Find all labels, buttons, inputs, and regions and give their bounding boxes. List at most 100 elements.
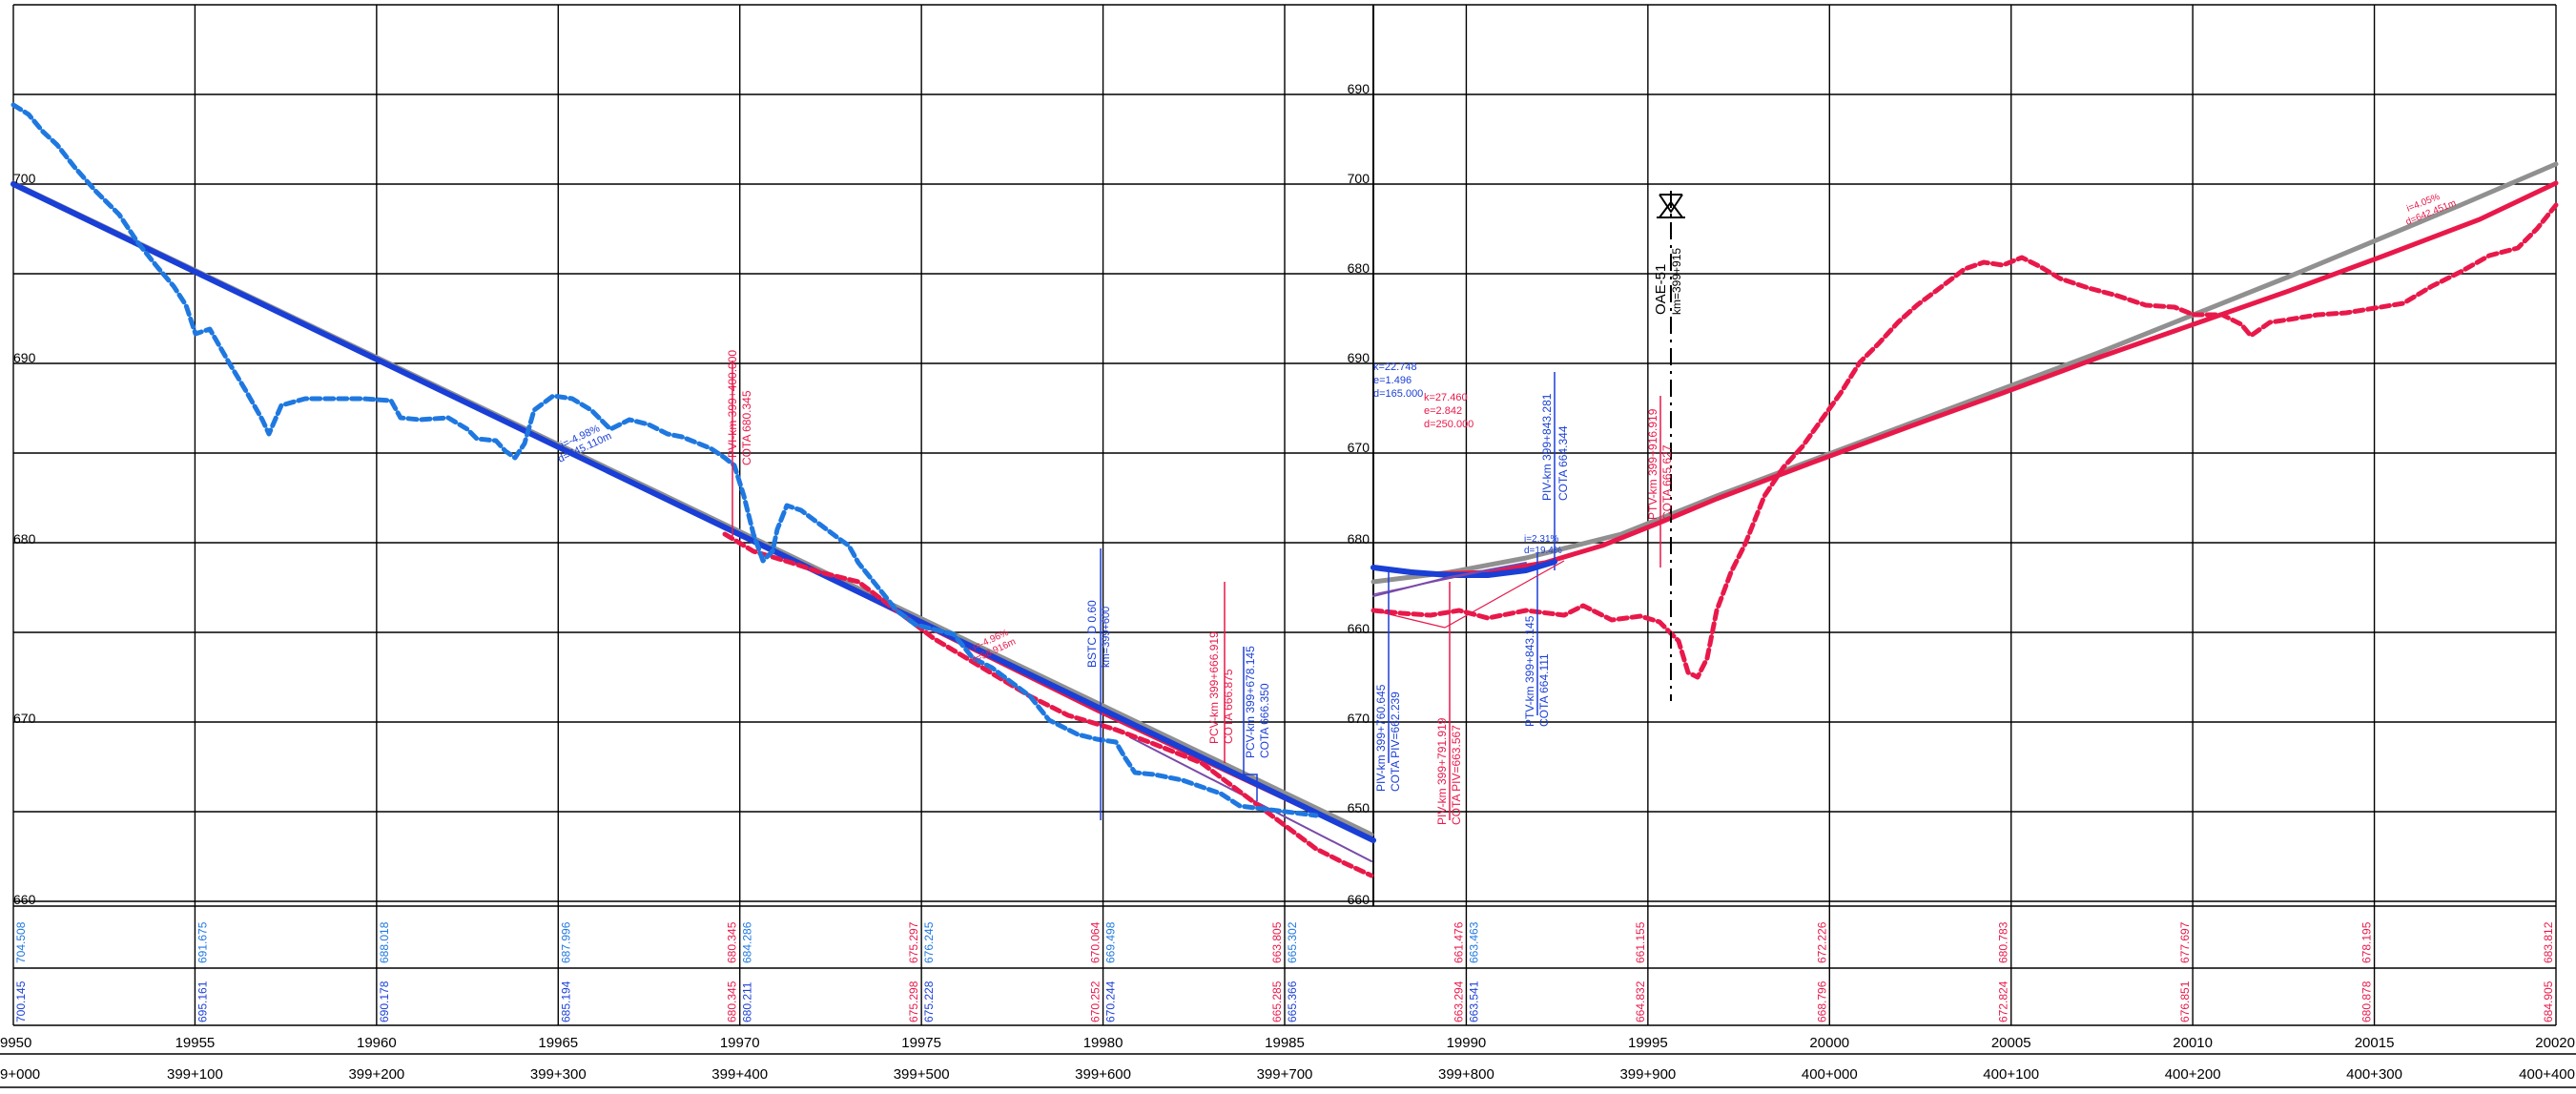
kilometer-label: 399+300 xyxy=(530,1066,587,1083)
elevation-label-left: 680 xyxy=(13,531,36,547)
pcv-cota-label: COTA 666.350 xyxy=(1258,683,1271,758)
kilometer-label: 399+900 xyxy=(1619,1066,1676,1083)
band-row1-red-value: 661.476 xyxy=(1452,921,1465,963)
station-chainage-label: 20020 xyxy=(2535,1035,2575,1051)
red-existing-ground-right xyxy=(1370,202,2559,680)
kilometer-label: 400+200 xyxy=(2165,1066,2221,1083)
blue-design-curve-right xyxy=(1370,559,1557,578)
piv-cota-label: COTA PIV=663.567 xyxy=(1450,725,1463,825)
curve-k-label: k=22.748 xyxy=(1373,361,1417,373)
station-chainage-label: 19955 xyxy=(175,1035,216,1051)
bstc-km-label: km=399+600 xyxy=(1101,607,1112,668)
band-row2-red-value: 680.345 xyxy=(726,980,739,1022)
elevation-label-left: 700 xyxy=(13,171,36,186)
oae-51-structure-marker xyxy=(1657,191,1685,701)
ptv-km-label: PTV-km 399+916.919 xyxy=(1646,408,1659,520)
band-row2-red-value: 675.298 xyxy=(907,980,920,1022)
band-row2-red-value: 668.796 xyxy=(1815,980,1828,1022)
ptv-km-label: PTV-km 399+843.145 xyxy=(1523,615,1536,727)
band-row1-blue-value: 691.675 xyxy=(196,921,209,963)
band-row2-blue-value: 690.178 xyxy=(378,980,391,1022)
band-row1-blue-value: 669.498 xyxy=(1104,921,1118,963)
kilometer-label: 399+200 xyxy=(348,1066,404,1083)
band-row2-red-value: 670.252 xyxy=(1089,980,1103,1022)
station-chainage-label: 20010 xyxy=(2173,1035,2213,1051)
elevation-label-right: 700 xyxy=(1348,171,1370,186)
oae-name-label: OAE-51 xyxy=(1653,264,1669,315)
station-chainage-label: 19990 xyxy=(1447,1035,1487,1051)
curve-d-label: d=250.000 xyxy=(1424,419,1473,430)
band-row2-red-value: 664.832 xyxy=(1634,980,1647,1022)
elevation-label-right: 660 xyxy=(1348,892,1370,907)
kilometer-label: 400+400 xyxy=(2519,1066,2575,1083)
kilometer-label: 400+100 xyxy=(1983,1066,2039,1083)
curve-e-label: e=1.496 xyxy=(1373,375,1412,386)
annotation-leaders xyxy=(732,361,1661,820)
bstc-label: BSTC D 0.60 xyxy=(1085,600,1099,668)
piv-km-label: PIV-km 399+760.645 xyxy=(1374,684,1388,792)
kilometer-label: 400+300 xyxy=(2346,1066,2402,1083)
kilometer-label: 400+000 xyxy=(1802,1066,1858,1083)
data-bands: 704.508 691.675 688.018 687.996 680.345 684.2… xyxy=(0,921,2575,1083)
station-chainage-label: 20005 xyxy=(1991,1035,2031,1051)
band-row2-blue-value: 700.145 xyxy=(14,980,28,1022)
station-chainage-label: 9950 xyxy=(0,1035,31,1051)
oae-km-label: km=399+915 xyxy=(1670,248,1683,315)
kilometer-label: 399+800 xyxy=(1438,1066,1494,1083)
elevation-label-right: 670 xyxy=(1348,440,1370,455)
band-row1-blue-value: 684.286 xyxy=(741,921,754,963)
curve-d-label: d=165.000 xyxy=(1373,388,1423,400)
band-row1-red-value: 678.195 xyxy=(2360,921,2374,963)
kilometer-label: 399+100 xyxy=(167,1066,223,1083)
elevation-label-right: 670 xyxy=(1348,711,1370,726)
band-row1-blue-value: 688.018 xyxy=(378,921,391,963)
elevation-label-right: 660 xyxy=(1348,621,1370,636)
station-chainage-label: 20015 xyxy=(2355,1035,2395,1051)
pcv-km-label: PCV-km 399+678.145 xyxy=(1244,646,1257,758)
station-chainage-label: 19960 xyxy=(357,1035,397,1051)
blue-design-grade-left xyxy=(10,181,1376,843)
piv-km-label: PIV-km 399+843.281 xyxy=(1540,393,1554,501)
band-row2-blue-value: 680.211 xyxy=(741,981,754,1022)
band-row2-red-value: 672.824 xyxy=(1997,980,2010,1022)
pcv-km-label: PCV-km 399+666.919 xyxy=(1207,631,1221,744)
station-chainage-label: 20000 xyxy=(1809,1035,1849,1051)
band-row1-red-value: 675.297 xyxy=(907,921,920,963)
piv-cota-label: COTA 664.344 xyxy=(1556,425,1570,501)
pvi-cota-label: COTA 680.345 xyxy=(740,390,753,465)
kilometer-label: 399+500 xyxy=(894,1066,950,1083)
left-panel-lines xyxy=(10,102,1376,878)
band-row1-blue-value: 704.508 xyxy=(14,921,28,963)
kilometer-label: 399+600 xyxy=(1075,1066,1131,1083)
band-row1-blue-value: 663.463 xyxy=(1467,921,1480,963)
elevation-label-right: 650 xyxy=(1348,800,1370,815)
band-row1-red-value: 670.064 xyxy=(1089,921,1103,963)
band-row2-red-value: 676.851 xyxy=(2178,980,2192,1022)
blue-existing-ground-left xyxy=(10,102,1319,818)
pcv-cota-label: COTA 666.875 xyxy=(1222,669,1235,744)
piv-km-label: PIV-km 399+791.919 xyxy=(1435,717,1449,825)
band-row2-blue-value: 663.541 xyxy=(1467,980,1480,1022)
elevation-label-left: 670 xyxy=(13,711,36,726)
kilometer-label: 399+400 xyxy=(711,1066,768,1083)
elevation-label-left: 660 xyxy=(13,892,36,907)
pvi-km-label: PVI-km 399+400.000 xyxy=(726,350,739,458)
band-row2-blue-value: 670.244 xyxy=(1104,980,1118,1022)
band-row2-blue-value: 685.194 xyxy=(559,980,572,1022)
band-row2-red-value: 663.294 xyxy=(1452,980,1465,1022)
kilometer-label: 9+000 xyxy=(0,1066,40,1083)
band-row1-red-value: 683.812 xyxy=(2542,921,2555,963)
band-row1-blue-value: 665.302 xyxy=(1286,921,1299,963)
band-row1-blue-value: 687.996 xyxy=(559,921,572,963)
band-row1-red-value: 661.155 xyxy=(1634,921,1647,963)
elevation-label-right: 690 xyxy=(1348,350,1370,365)
station-chainage-label: 19965 xyxy=(538,1035,578,1051)
grade-length-label: d=19.4% xyxy=(1524,546,1562,556)
station-chainage-label: 19995 xyxy=(1628,1035,1668,1051)
station-chainage-label: 19985 xyxy=(1265,1035,1305,1051)
elevation-labels: 700 690 680 670 660 690 700 680 690 670 680 660 670 6… xyxy=(13,81,1370,907)
curve-e-label: e=2.842 xyxy=(1424,405,1462,417)
band-row1-red-value: 663.805 xyxy=(1270,921,1284,963)
station-chainage-label: 19980 xyxy=(1083,1035,1123,1051)
